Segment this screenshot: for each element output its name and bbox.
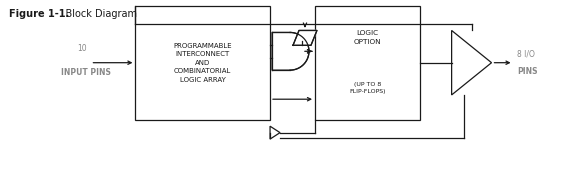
Polygon shape <box>272 32 309 70</box>
Text: Figure 1-1.: Figure 1-1. <box>9 9 69 19</box>
Bar <box>315 6 420 120</box>
Text: (UP TO 8
FLIP-FLOPS): (UP TO 8 FLIP-FLOPS) <box>349 82 386 94</box>
Bar <box>136 6 270 120</box>
Polygon shape <box>270 126 280 139</box>
Text: 8 I/O: 8 I/O <box>518 49 535 58</box>
Text: PINS: PINS <box>518 67 538 76</box>
Polygon shape <box>451 30 491 95</box>
Text: INPUT PINS: INPUT PINS <box>60 68 110 77</box>
Polygon shape <box>293 30 317 45</box>
Text: LOGIC
OPTION: LOGIC OPTION <box>353 30 381 45</box>
Text: Block Diagram: Block Diagram <box>53 9 137 19</box>
Text: 10: 10 <box>77 44 87 53</box>
Text: PROGRAMMABLE
INTERCONNECT
AND
COMBINATORIAL
LOGIC ARRAY: PROGRAMMABLE INTERCONNECT AND COMBINATOR… <box>173 43 232 83</box>
